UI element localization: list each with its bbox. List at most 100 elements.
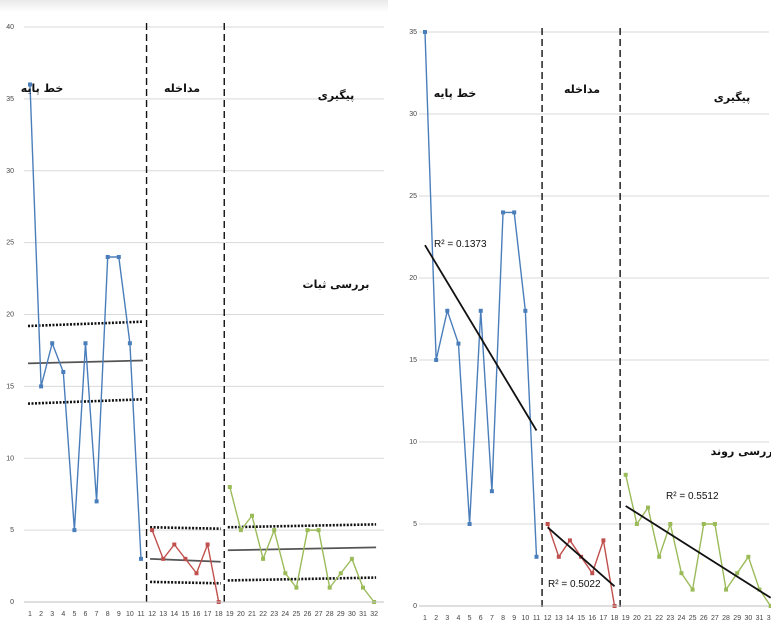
baseline-data-point: [94, 499, 99, 504]
baseline-data-point: [445, 308, 450, 313]
baseline-data-point: [83, 341, 88, 346]
followup-data-point: [679, 571, 684, 576]
y-tick-label: 15: [6, 383, 14, 390]
x-tick-label: 21: [644, 615, 652, 622]
y-tick-label: 35: [409, 29, 417, 36]
followup-data-point: [338, 571, 343, 576]
followup-data-point: [316, 528, 321, 533]
followup-data-point: [757, 587, 762, 592]
followup-data-point: [305, 528, 310, 533]
baseline-data-point: [72, 528, 77, 533]
baseline-data-point: [456, 341, 461, 346]
mean-level-line: [27, 359, 144, 365]
x-tick-label: 26: [700, 615, 708, 622]
baseline-data-point: [50, 341, 55, 346]
followup-data-point: [724, 587, 729, 592]
x-tick-label: 13: [159, 611, 167, 618]
baseline-series-line: [424, 31, 538, 557]
x-tick-label: 23: [666, 615, 674, 622]
x-tick-label: 16: [588, 615, 596, 622]
x-tick-label: 11: [533, 615, 540, 622]
x-tick-label: 31: [756, 615, 764, 622]
followup-data-point: [701, 522, 706, 526]
intervention-data-point: [601, 538, 606, 543]
x-tick-label: 24: [678, 615, 686, 622]
y-tick-label: 5: [10, 527, 14, 534]
x-tick-label: 32: [767, 615, 771, 622]
lower-stability-band: [227, 576, 377, 582]
r-squared-label: R² = 0.5512: [666, 491, 719, 502]
y-tick-label: 20: [409, 275, 417, 282]
x-tick-label: 8: [501, 615, 505, 622]
x-tick-label: 20: [633, 615, 641, 622]
x-tick-label: 28: [326, 611, 334, 618]
x-tick-label: 15: [577, 615, 585, 622]
phase-label-baseline: خط پایه: [434, 87, 477, 100]
intervention-data-point: [545, 522, 550, 526]
followup-data-point: [712, 522, 717, 526]
phase-label-followup: پیگیری: [318, 89, 354, 102]
y-tick-label: 0: [413, 603, 417, 610]
followup-data-point: [261, 556, 266, 561]
y-tick-label: 10: [6, 455, 14, 462]
followup-data-point: [668, 522, 673, 526]
intervention-data-point: [172, 542, 177, 547]
baseline-data-point: [61, 370, 66, 374]
followup-data-point: [690, 587, 695, 592]
baseline-data-point: [467, 522, 472, 526]
followup-data-point: [746, 554, 751, 559]
followup-data-point: [634, 522, 639, 526]
baseline-data-point: [423, 30, 427, 34]
trendline: [424, 244, 538, 431]
intervention-data-point: [205, 542, 210, 547]
x-tick-label: 32: [370, 611, 378, 618]
baseline-data-point: [523, 308, 528, 313]
x-tick-label: 4: [61, 611, 65, 618]
x-tick-label: 12: [544, 615, 552, 622]
y-tick-label: 30: [409, 111, 417, 118]
y-tick-label: 25: [409, 193, 417, 200]
y-tick-label: 35: [6, 96, 14, 103]
analysis-annotation: بررسی روند: [711, 445, 771, 458]
x-tick-label: 7: [95, 611, 99, 618]
intervention-data-point: [567, 538, 572, 543]
baseline-data-point: [434, 358, 439, 362]
followup-data-point: [657, 554, 662, 559]
y-tick-label: 20: [6, 312, 14, 319]
upper-stability-band: [27, 320, 144, 328]
trend-chart-panel: 0 5 10 15 20 25 30 35 1 2 3 4 5 6 7 8 9 10 11 12 13 14 15 16 17 1…: [400, 18, 771, 632]
trendline: [547, 526, 616, 587]
x-tick-label: 20: [237, 611, 245, 618]
x-tick-label: 9: [117, 611, 121, 618]
panel-top-bar: [0, 0, 388, 12]
x-tick-label: 23: [270, 611, 278, 618]
x-tick-label: 24: [281, 611, 289, 618]
x-tick-label: 18: [611, 615, 619, 622]
x-tick-label: 29: [337, 611, 345, 618]
x-tick-label: 4: [456, 615, 460, 622]
followup-data-point: [646, 505, 650, 510]
x-tick-label: 1: [423, 615, 427, 622]
x-tick-label: 13: [555, 615, 563, 622]
baseline-data-point: [116, 255, 121, 259]
x-tick-label: 28: [722, 615, 730, 622]
baseline-data-point: [501, 210, 506, 215]
followup-data-point: [623, 472, 628, 477]
r-squared-label: R² = 0.5022: [548, 579, 601, 590]
followup-data-point: [768, 604, 771, 608]
x-tick-label: 25: [689, 615, 697, 622]
x-tick-label: 12: [148, 611, 156, 618]
x-tick-label: 27: [711, 615, 719, 622]
x-tick-label: 14: [566, 615, 574, 622]
followup-data-point: [361, 585, 365, 590]
followup-series-line: [229, 486, 375, 603]
intervention-data-point: [590, 571, 595, 576]
x-tick-label: 9: [512, 615, 516, 622]
x-tick-label: 7: [490, 615, 494, 622]
baseline-data-point: [534, 554, 539, 559]
x-tick-label: 26: [304, 611, 312, 618]
x-tick-label: 3: [445, 615, 449, 622]
lower-stability-band: [27, 398, 144, 405]
trendline: [625, 505, 771, 599]
